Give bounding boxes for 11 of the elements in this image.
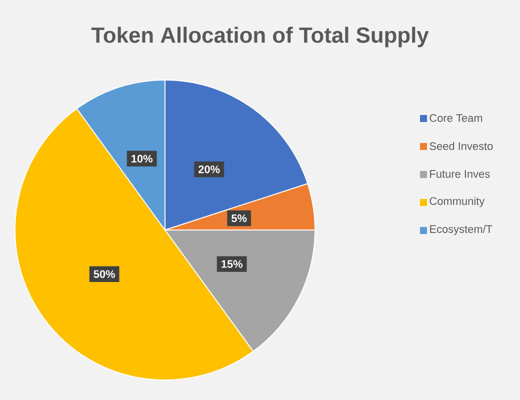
chart-title: Token Allocation of Total Supply [91,26,429,48]
legend-label: Core Team [430,114,482,122]
data-label: 50% [94,270,116,278]
legend-label: Seed Investo [430,142,493,150]
legend-label: Future Inves [430,170,490,178]
legend-label: Ecosystem/T [430,224,492,236]
data-label: 5% [232,214,247,222]
legend-label: Community [430,196,485,208]
data-label: 20% [198,165,220,174]
data-label: 15% [222,260,243,268]
data-label: 10% [132,154,153,163]
